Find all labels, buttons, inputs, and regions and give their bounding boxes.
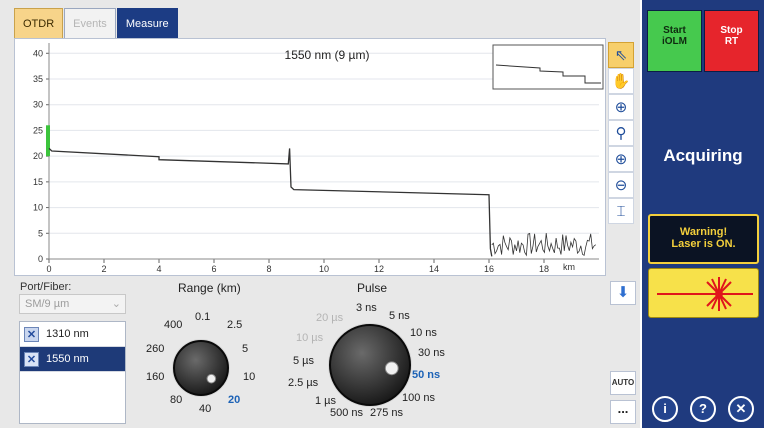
x-tick-label: 18 [539,264,549,274]
range-option-2.5[interactable]: 2.5 [227,319,243,331]
trace-title: 1550 nm (9 µm) [285,48,370,62]
pulse-option-0[interactable]: 3 ns [356,302,377,314]
zoom-in-icon[interactable]: ⊕ [608,146,634,172]
x-tick-label: 14 [429,264,439,274]
tab-bar: OTDR Events Measure [14,8,179,38]
range-option-5[interactable]: 5 [242,343,249,355]
checkbox-x-icon[interactable]: ✕ [24,351,39,367]
auto-settings-button[interactable]: AUTO [610,371,636,395]
trace-chart[interactable]: 0 5 10 15 20 25 30 35 40 0 2 4 6 8 10 12 14 16 18 km 1550 nm… [15,39,607,277]
range-title: Range (km) [178,281,241,295]
y-tick-label: 40 [33,48,43,58]
y-tick-label: 5 [38,228,43,238]
stop-sub-label: RT [724,36,739,47]
noise-floor [491,232,596,257]
pulse-option-10[interactable]: 5 µs [293,355,315,367]
laser-warning: Warning! Laser is ON. [648,214,759,264]
close-button[interactable]: ✕ [728,396,754,422]
y-tick-label: 30 [33,100,43,110]
graph-toolbar: ⇖ ✋ ⊕ ⚲ ⊕ ⊖ ⌶ [608,42,636,224]
warning-title: Warning! [679,226,728,238]
trace-line [48,147,493,257]
start-label: Start [663,25,686,36]
help-button[interactable]: ? [690,396,716,422]
range-option-40[interactable]: 40 [199,403,212,415]
range-option-20[interactable]: 20 [228,394,241,406]
y-tick-label: 10 [33,203,43,213]
tab-measure[interactable]: Measure [116,8,178,38]
wavelength-item-1550[interactable]: ✕ 1550 nm [20,347,125,372]
pulse-option-2[interactable]: 10 ns [410,327,437,339]
wavelength-item-1310[interactable]: ✕ 1310 nm [20,322,125,347]
zoom-out-icon[interactable]: ⊖ [608,172,634,198]
tab-events: Events [64,8,116,38]
pulse-option-7[interactable]: 500 ns [330,407,364,419]
start-iolm-button[interactable]: Start iOLM [647,10,702,72]
range-option-260[interactable]: 260 [146,343,165,355]
tab-otdr[interactable]: OTDR [14,8,64,38]
otdr-trace-graph[interactable]: 0 5 10 15 20 25 30 35 40 0 2 4 6 8 10 12 14 16 18 km 1550 nm… [14,38,606,276]
fit-view-icon[interactable]: ⌶ [608,198,634,224]
y-tick-label: 20 [33,151,43,161]
pulse-option-1[interactable]: 5 ns [389,310,410,322]
chevron-down-icon: ⌄ [111,298,121,310]
x-tick-label: 16 [484,264,494,274]
main-area: OTDR Events Measure 0 5 10 15 20 25 30 35 40 0 2 4 6… [0,0,640,428]
info-button[interactable]: i [652,396,678,422]
pulse-option-4[interactable]: 50 ns [412,369,441,381]
pulse-option-3[interactable]: 30 ns [418,347,445,359]
x-tick-label: 8 [266,264,271,274]
launch-marker [46,125,50,157]
range-option-10[interactable]: 10 [243,371,256,383]
zoom-reset-icon[interactable]: ⚲ [608,120,634,146]
x-tick-label: 6 [211,264,216,274]
y-tick-label: 35 [33,74,43,84]
wavelength-list: ✕ 1310 nm ✕ 1550 nm [19,321,126,424]
y-tick-label: 15 [33,177,43,187]
range-option-160[interactable]: 160 [146,371,165,383]
range-option-400[interactable]: 400 [164,319,183,331]
range-option-0.1[interactable]: 0.1 [195,311,211,323]
port-fiber-select: SM/9 µm ⌄ [19,294,126,314]
x-tick-label: 12 [374,264,384,274]
x-tick-label: 0 [46,264,51,274]
range-option-80[interactable]: 80 [170,394,183,406]
y-tick-label: 0 [38,254,43,264]
x-tick-label: 4 [156,264,161,274]
pulse-option-9[interactable]: 2.5 µs [288,377,319,389]
x-tick-label: 2 [101,264,106,274]
pulse-option-11[interactable]: 10 µs [296,332,324,344]
acquisition-status: Acquiring [663,146,743,165]
x-tick-label: 10 [319,264,329,274]
zoom-area-icon[interactable]: ⊕ [608,94,634,120]
overview-trace [495,64,601,84]
checkbox-x-icon[interactable]: ✕ [24,326,39,342]
hand-tool-icon[interactable]: ✋ [608,68,634,94]
right-panel: Start iOLM Stop RT Acquiring Warning! La… [642,0,764,428]
start-sub-label: iOLM [662,36,687,47]
pulse-option-8[interactable]: 1 µs [315,395,337,407]
pulse-option-12[interactable]: 20 µs [316,312,344,324]
wavelength-label: 1550 nm [46,353,89,365]
pointer-tool-icon[interactable]: ⇖ [608,42,634,68]
more-button[interactable]: ... [610,400,636,424]
overview-thumbnail [492,44,604,90]
scroll-down-button[interactable]: ⬇ [610,281,636,305]
stop-label: Stop [720,25,743,36]
wavelength-label: 1310 nm [46,328,89,340]
pulse-title: Pulse [357,281,388,295]
stop-rt-button[interactable]: Stop RT [704,10,759,72]
warning-text: Laser is ON. [671,238,736,250]
range-knob[interactable] [170,337,232,399]
port-fiber-value: SM/9 µm [25,298,70,310]
port-fiber-label: Port/Fiber: [20,281,72,293]
laser-button[interactable] [648,268,759,318]
pulse-option-5[interactable]: 100 ns [402,392,436,404]
y-tick-label: 25 [33,125,43,135]
x-unit-label: km [563,262,575,272]
pulse-knob[interactable] [326,321,414,409]
laser-icon [657,277,753,311]
pulse-option-6[interactable]: 275 ns [370,407,404,419]
